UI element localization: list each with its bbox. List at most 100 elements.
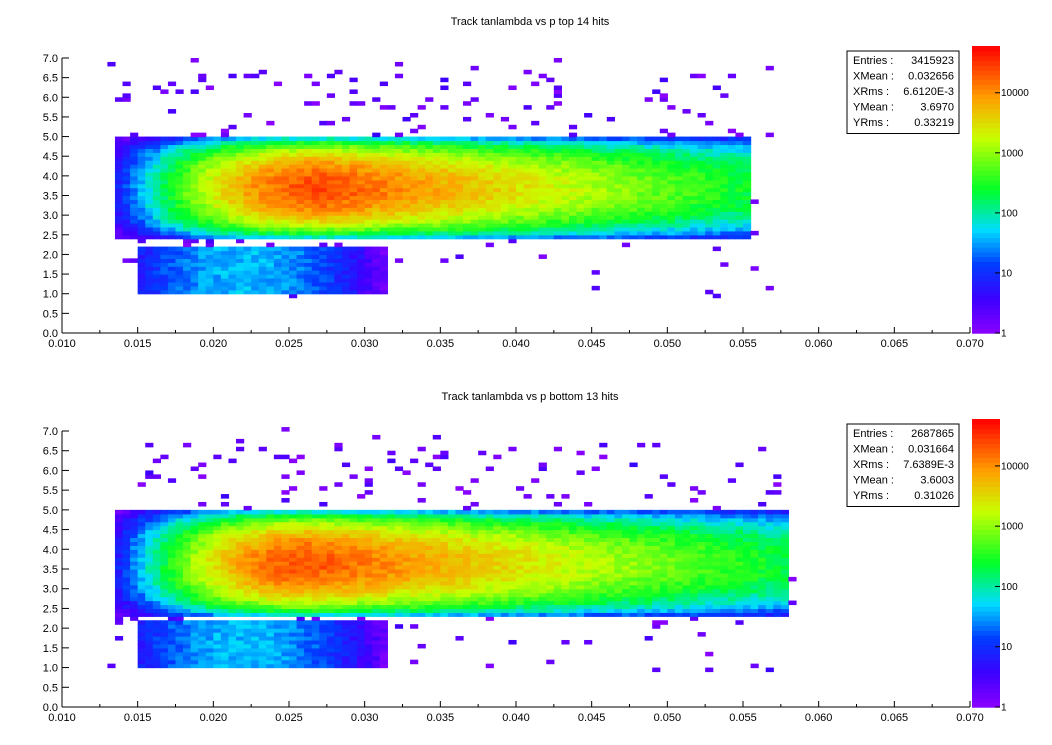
heatmap-cell — [463, 569, 472, 574]
heatmap-cell — [440, 541, 449, 546]
heatmap-cell — [304, 620, 313, 625]
heatmap-cell — [273, 557, 283, 562]
heatmap-cell — [538, 203, 547, 208]
heatmap-cell — [508, 446, 517, 452]
heatmap-cell — [160, 274, 169, 279]
heatmap-cell — [175, 152, 184, 157]
heatmap-cell — [167, 529, 177, 535]
heatmap-cell — [160, 529, 169, 535]
heatmap-cell — [167, 655, 177, 661]
heatmap-cell — [357, 254, 366, 259]
heatmap-cell — [258, 600, 267, 606]
heatmap-cell — [145, 537, 154, 542]
heatmap-cell — [712, 215, 721, 220]
heatmap-cell — [198, 513, 207, 519]
heatmap-cell — [417, 608, 426, 613]
heatmap-cell — [447, 168, 457, 173]
heatmap-cell — [236, 285, 245, 291]
heatmap-cell — [410, 612, 419, 617]
heatmap-cell — [114, 537, 124, 542]
heatmap-cell — [447, 545, 457, 550]
heatmap-cell — [379, 285, 388, 291]
heatmap-cell — [220, 132, 230, 138]
heatmap-cell — [296, 219, 305, 224]
heatmap-cell — [304, 565, 313, 570]
heatmap-cell — [372, 234, 381, 240]
heatmap-cell — [470, 230, 479, 236]
heatmap-cell — [394, 61, 404, 67]
heatmap-cell — [432, 211, 441, 216]
heatmap-cell — [440, 525, 449, 531]
heatmap-cell — [357, 258, 366, 263]
heatmap-cell — [167, 588, 177, 594]
heatmap-cell — [500, 549, 510, 554]
heatmap-cell — [137, 561, 146, 566]
heatmap-cell — [432, 572, 441, 578]
heatmap-cell — [304, 191, 313, 197]
heatmap-cell — [485, 466, 494, 472]
heatmap-cell — [145, 270, 154, 275]
heatmap-cell — [258, 266, 267, 271]
heatmap-cell — [674, 183, 684, 189]
heatmap-cell — [183, 588, 192, 594]
heatmap-cell — [538, 537, 547, 542]
heatmap-cell — [114, 533, 124, 539]
heatmap-cell — [621, 175, 631, 181]
heatmap-cell — [538, 569, 547, 574]
heatmap-cell — [357, 624, 366, 629]
heatmap-cell — [667, 215, 676, 220]
heatmap-cell — [500, 533, 510, 539]
heatmap-cell — [334, 442, 343, 448]
heatmap-cell — [190, 659, 199, 665]
heatmap-cell — [379, 639, 388, 645]
heatmap-cell — [122, 549, 131, 554]
heatmap-cell — [319, 199, 328, 204]
heatmap-cell — [546, 175, 555, 181]
heatmap-cell — [243, 655, 252, 661]
heatmap-cell — [485, 223, 494, 228]
heatmap-cell — [220, 639, 230, 645]
heatmap-cell — [273, 168, 283, 173]
heatmap-cell — [553, 569, 562, 574]
heatmap-cell — [258, 565, 267, 570]
heatmap-cell — [470, 533, 479, 539]
heatmap-cell — [220, 628, 230, 633]
heatmap-cell — [289, 281, 298, 287]
heatmap-cell — [432, 513, 441, 519]
heatmap-cell — [425, 604, 434, 610]
heatmap-cell — [599, 183, 608, 189]
heatmap-cell — [561, 203, 570, 208]
heatmap-cell — [167, 289, 177, 295]
heatmap-cell — [455, 230, 464, 236]
heatmap-cell — [516, 136, 525, 142]
heatmap-cell — [145, 156, 154, 161]
heatmap-cell — [357, 569, 366, 574]
heatmap-cell — [152, 604, 161, 610]
heatmap-cell — [712, 140, 721, 146]
heatmap-cell — [228, 529, 237, 535]
heatmap-cell — [379, 270, 388, 275]
heatmap-cell — [319, 600, 328, 606]
heatmap-cell — [546, 215, 555, 220]
colorbar-band — [972, 242, 1000, 248]
heatmap-cell — [349, 148, 358, 153]
heatmap-cell — [296, 517, 305, 523]
colorbar-band — [972, 275, 1000, 282]
heatmap-cell — [281, 569, 290, 574]
heatmap-cell — [379, 636, 388, 641]
heatmap-cell — [364, 651, 373, 657]
heatmap-cell — [228, 278, 237, 283]
heatmap-cell — [122, 191, 131, 197]
heatmap-cell — [152, 230, 161, 236]
heatmap-cell — [341, 156, 351, 161]
heatmap-cell — [682, 148, 691, 153]
heatmap-cell — [712, 179, 721, 185]
heatmap-cell — [682, 211, 691, 216]
stat-label-xmean: XMean : — [853, 71, 894, 83]
heatmap-cell — [576, 152, 585, 157]
heatmap-cell — [516, 521, 525, 527]
heatmap-cell — [425, 569, 434, 574]
heatmap-cell — [220, 592, 230, 598]
heatmap-cell — [516, 517, 525, 523]
heatmap-cell — [470, 509, 479, 515]
